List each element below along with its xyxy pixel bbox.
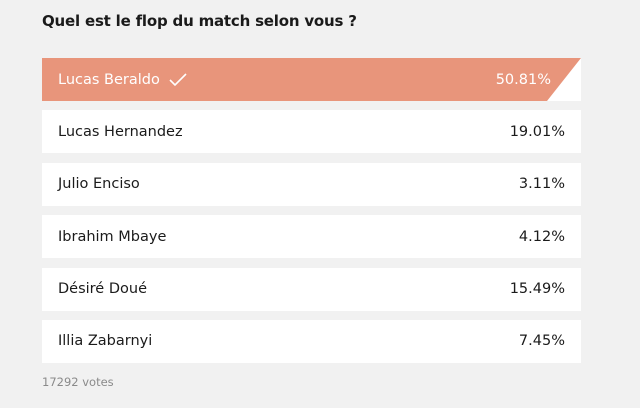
- poll-option-label: Ibrahim Mbaye: [58, 228, 167, 245]
- poll-question: Quel est le flop du match selon vous ?: [42, 12, 357, 30]
- poll-option-percent: 19.01%: [509, 123, 565, 140]
- poll-option-percent: 15.49%: [509, 281, 565, 298]
- poll-option-percent: 7.45%: [518, 333, 565, 350]
- poll-option-lucas-beraldo[interactable]: Lucas Beraldo 50.81%: [42, 58, 581, 101]
- poll-option-label: Lucas Hernandez: [58, 123, 183, 140]
- poll-option-label: Désiré Doué: [58, 281, 147, 298]
- vote-count: 17292 votes: [42, 375, 114, 389]
- poll-option-desire-doue[interactable]: Désiré Doué 15.49%: [42, 267, 581, 311]
- poll-option-percent: 3.11%: [518, 176, 565, 193]
- checkmark-icon: [169, 72, 187, 86]
- corner-fold-decoration: [547, 58, 581, 101]
- poll-option-lucas-hernandez[interactable]: Lucas Hernandez 19.01%: [42, 110, 581, 154]
- poll-option-label: Julio Enciso: [58, 176, 140, 193]
- poll-option-illia-zabarnyi[interactable]: Illia Zabarnyi 7.45%: [42, 319, 581, 363]
- poll-option-label: Lucas Beraldo: [58, 71, 160, 88]
- poll-option-ibrahim-mbaye[interactable]: Ibrahim Mbaye 4.12%: [42, 215, 581, 259]
- poll-options: Lucas Beraldo 50.81% Lucas Hernandez 19.…: [42, 58, 581, 372]
- poll-option-percent: 50.81%: [495, 71, 551, 88]
- poll-option-label: Illia Zabarnyi: [58, 333, 153, 350]
- poll-option-julio-enciso[interactable]: Julio Enciso 3.11%: [42, 162, 581, 206]
- poll-option-percent: 4.12%: [518, 228, 565, 245]
